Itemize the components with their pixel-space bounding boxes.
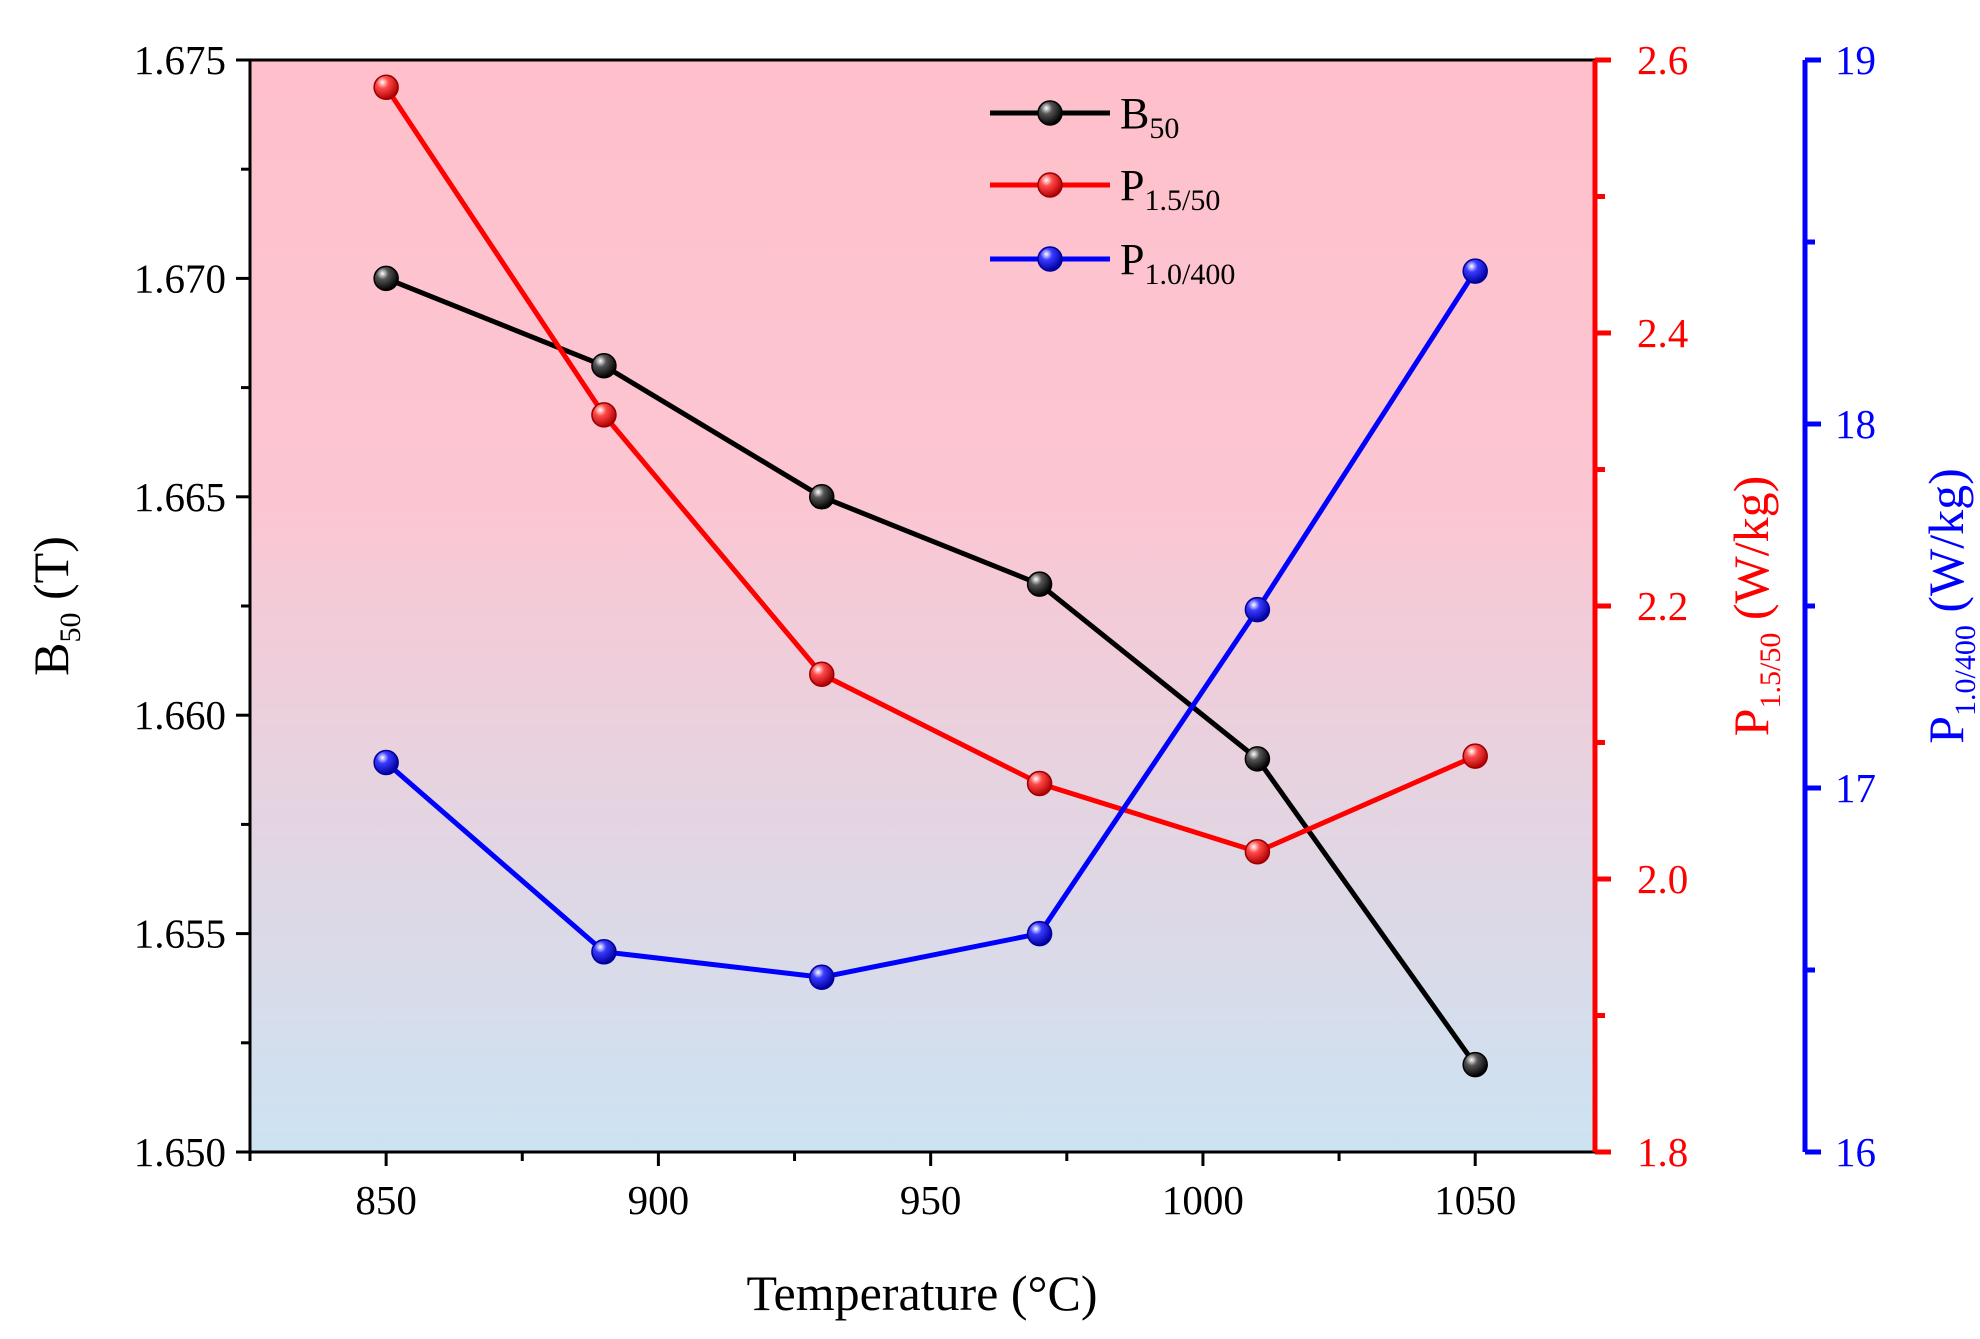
svg-text:B50: B50 [1120,89,1179,145]
legend-marker-p10-400 [1037,246,1063,272]
x-axis: 850 900 950 1000 1050 [248,1152,1516,1223]
right1-tick-label: 2.2 [1637,583,1688,629]
right2-tick-label: 16 [1835,1129,1876,1175]
data-point-b50 [1244,746,1271,772]
left-tick-label: 1.675 [134,37,226,83]
data-point-p1-0-400 [591,939,617,965]
data-point-b50 [591,353,617,379]
right-axis-1-title-sub: 1.5/50 [1754,633,1787,709]
legend-label-p10-400-main: P [1120,235,1144,284]
left-tick-label: 1.670 [134,255,226,301]
legend-entry-p10-400: P1.0/400 [990,235,1235,291]
data-point-p1-0-400 [373,749,399,776]
series-line-p1-0-400 [384,269,1478,980]
svg-text:P1.0/400: P1.0/400 [1120,235,1235,291]
svg-text:P1.5/50: P1.5/50 [1120,161,1220,217]
right-axis-1: 1.8 2.0 2.2 2.4 2.6 [1595,37,1688,1175]
legend-entry-p15-50: P1.5/50 [990,161,1220,217]
legend-label-p15-50-sub: 1.5/50 [1144,184,1220,217]
data-point-b50 [1462,1051,1488,1078]
right1-tick-label: 1.8 [1637,1129,1688,1175]
right-axis-1-title: P1.5/50 (W/kg) [1723,476,1787,737]
legend-marker-b50 [1037,100,1063,126]
legend-label-b50-sub: 50 [1149,112,1179,145]
data-point-p1-5-50 [809,661,835,687]
data-point-p1-0-400 [1026,920,1053,947]
left-tick-label: 1.660 [134,692,226,738]
data-point-p1-0-400 [1244,596,1271,623]
data-point-p1-0-400 [1462,258,1488,284]
data-point-p1-5-50 [1462,743,1488,769]
left-tick-label: 1.655 [134,911,226,957]
x-tick-label: 950 [900,1177,962,1223]
data-point-p1-5-50 [1026,770,1053,797]
data-point-b50 [1026,571,1053,597]
legend-label-b50-main: B [1120,89,1149,138]
right2-tick-label: 19 [1835,37,1876,83]
left-axis-title-main: B [23,642,79,675]
left-tick-label: 1.665 [134,474,226,520]
x-tick-label: 850 [355,1177,417,1223]
x-tick-label: 1050 [1434,1177,1516,1223]
right-axis-2-title-sub: 1.0/400 [1949,625,1980,716]
data-point-p1-0-400 [809,964,835,991]
right2-tick-label: 18 [1835,401,1876,447]
right-axis-2-title-tail: (W/kg) [1918,468,1974,625]
left-axis-title: B50 (T) [23,536,87,676]
right-axis-2-title-main: P [1918,716,1974,744]
legend: B50 P1.5/50 P1.0/400 [990,89,1235,291]
legend-marker-p15-50 [1037,172,1063,198]
right-axis-2: 16 17 18 19 [1805,37,1876,1175]
plot-background [250,60,1595,1152]
data-point-b50 [373,265,399,292]
left-axis: 1.650 1.655 1.660 1.665 1.670 1.675 [134,37,250,1175]
data-point-p1-5-50 [591,402,617,428]
legend-label-p15-50-main: P [1120,161,1144,210]
x-tick-label: 1000 [1162,1177,1244,1223]
data-point-p1-5-50 [1244,838,1271,865]
right-axis-1-title-tail: (W/kg) [1723,476,1779,633]
right-axis-1-title-main: P [1723,708,1779,736]
right-axis-2-title: P1.0/400 (W/kg) [1918,468,1980,744]
right2-tick-label: 17 [1835,765,1876,811]
left-axis-title-sub: 50 [54,612,87,642]
legend-entry-b50: B50 [990,89,1179,145]
legend-label-p10-400-sub: 1.0/400 [1144,258,1235,291]
x-tick-label: 900 [628,1177,690,1223]
data-point-b50 [809,484,835,510]
right1-tick-label: 2.0 [1637,856,1688,902]
series-layer [373,74,1488,1078]
right1-tick-label: 2.4 [1637,310,1688,356]
series-line-p1-5-50 [384,85,1477,855]
x-axis-title: Temperature (°C) [746,1265,1097,1321]
left-tick-label: 1.650 [134,1129,226,1175]
data-point-p1-5-50 [373,74,399,101]
series-line-b50 [385,276,1478,1067]
right1-tick-label: 2.6 [1637,37,1688,83]
left-axis-title-tail: (T) [23,536,79,612]
